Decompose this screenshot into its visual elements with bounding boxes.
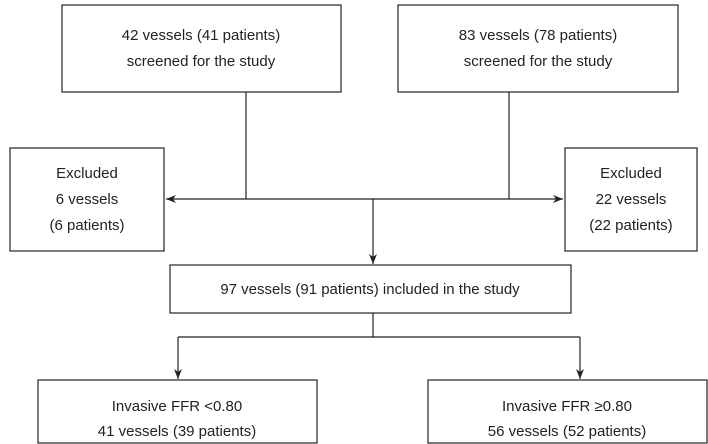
box-text: screened for the study (464, 53, 613, 70)
box (427, 379, 708, 444)
box-text: 6 vessels (56, 191, 119, 208)
box (37, 379, 318, 444)
box-text: Invasive FFR ≥0.80 (502, 398, 632, 415)
box-text: 83 vessels (78 patients) (459, 27, 617, 44)
box (397, 4, 679, 93)
box-text: 41 vessels (39 patients) (98, 423, 256, 440)
box (169, 264, 572, 314)
box-text: Excluded (600, 165, 662, 182)
box-text: 97 vessels (91 patients) included in the… (220, 281, 520, 298)
box (9, 147, 165, 252)
box (564, 147, 698, 252)
box (61, 4, 342, 93)
box-text: screened for the study (127, 53, 276, 70)
box-text: 56 vessels (52 patients) (488, 423, 646, 440)
box-text: 42 vessels (41 patients) (122, 27, 280, 44)
box-text: Excluded (56, 165, 118, 182)
box-text: 22 vessels (596, 191, 667, 208)
box-text: (6 patients) (49, 217, 124, 234)
box-text: Invasive FFR <0.80 (112, 398, 242, 415)
box-text: (22 patients) (589, 217, 672, 234)
